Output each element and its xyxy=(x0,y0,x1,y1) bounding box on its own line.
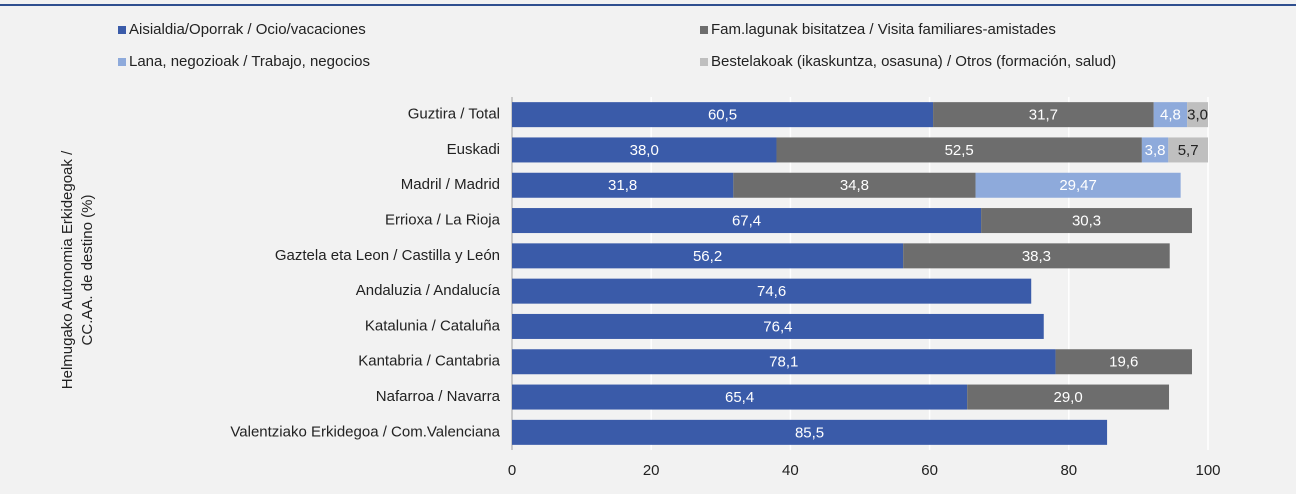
legend-swatch xyxy=(700,26,708,34)
y-axis-label: CC.AA. de destino (%) xyxy=(79,195,96,346)
y-tick-label: Andaluzia / Andalucía xyxy=(356,282,501,299)
y-tick-label: Valentziako Erkidegoa / Com.Valenciana xyxy=(230,423,500,440)
bar-segment xyxy=(733,172,976,198)
x-tick-label: 100 xyxy=(1195,462,1220,479)
value-label: 30,3 xyxy=(1072,213,1101,230)
legend-swatch xyxy=(118,58,126,66)
y-axis-label: Helmugako Autonomia Erkidegoak / xyxy=(59,150,76,389)
legend-label: Lana, negozioak / Trabajo, negocios xyxy=(129,53,370,70)
value-label: 38,3 xyxy=(1022,248,1051,265)
legend-swatch xyxy=(118,26,126,34)
bar-segment xyxy=(1168,137,1208,163)
x-tick-label: 80 xyxy=(1060,462,1077,479)
value-label: 34,8 xyxy=(840,177,869,194)
value-label: 56,2 xyxy=(693,248,722,265)
value-label: 4,8 xyxy=(1160,107,1181,124)
bar-segment xyxy=(1141,137,1169,163)
value-label: 67,4 xyxy=(732,213,761,230)
bar-segment xyxy=(1153,102,1188,128)
value-label: 29,47 xyxy=(1059,177,1097,194)
bar-segment xyxy=(903,243,1170,269)
value-label: 74,6 xyxy=(757,283,786,300)
legend-label: Fam.lagunak bisitatzea / Visita familiar… xyxy=(711,21,1056,38)
legend-label: Bestelakoak (ikaskuntza, osasuna) / Otro… xyxy=(711,53,1116,70)
value-label: 38,0 xyxy=(630,142,659,159)
value-label: 3,0 xyxy=(1187,107,1208,124)
x-tick-label: 20 xyxy=(643,462,660,479)
y-tick-label: Kantabria / Cantabria xyxy=(358,353,500,370)
y-tick-label: Guztira / Total xyxy=(408,106,500,123)
bar-segment xyxy=(776,137,1142,163)
y-tick-label: Madril / Madrid xyxy=(401,176,500,193)
bar-segment xyxy=(512,208,982,234)
value-label: 76,4 xyxy=(763,318,792,335)
value-label: 65,4 xyxy=(725,389,754,406)
y-tick-label: Nafarroa / Navarra xyxy=(376,388,501,405)
value-label: 60,5 xyxy=(708,107,737,124)
bar-segment xyxy=(975,172,1181,198)
y-tick-label: Errioxa / La Rioja xyxy=(385,212,501,229)
bar-segment xyxy=(512,137,777,163)
value-label: 3,8 xyxy=(1145,142,1166,159)
bar-segment xyxy=(1055,349,1192,375)
y-tick-label: Euskadi xyxy=(447,141,500,158)
bar-segment xyxy=(933,102,1154,128)
bar-segment xyxy=(1187,102,1208,128)
legend-label: Aisialdia/Oporrak / Ocio/vacaciones xyxy=(129,21,366,38)
x-tick-label: 60 xyxy=(921,462,938,479)
bar-segment xyxy=(512,102,934,128)
bar-segment xyxy=(512,278,1032,304)
value-label: 19,6 xyxy=(1109,354,1138,371)
value-label: 29,0 xyxy=(1054,389,1083,406)
value-label: 78,1 xyxy=(769,354,798,371)
bar-segment xyxy=(512,419,1108,445)
bar-segment xyxy=(981,208,1192,234)
legend-swatch xyxy=(700,58,708,66)
bar-segment xyxy=(512,384,968,410)
x-tick-label: 0 xyxy=(508,462,516,479)
bar-segment xyxy=(967,384,1170,410)
value-label: 85,5 xyxy=(795,424,824,441)
value-label: 31,8 xyxy=(608,177,637,194)
bar-segment xyxy=(512,349,1056,375)
value-label: 52,5 xyxy=(945,142,974,159)
value-label: 31,7 xyxy=(1029,107,1058,124)
x-tick-label: 40 xyxy=(782,462,799,479)
y-tick-label: Katalunia / Cataluña xyxy=(365,317,501,334)
value-label: 5,7 xyxy=(1178,142,1199,159)
bar-segment xyxy=(512,313,1044,339)
bar-segment xyxy=(512,172,734,198)
bar-segment xyxy=(512,243,904,269)
y-tick-label: Gaztela eta Leon / Castilla y León xyxy=(275,247,500,264)
